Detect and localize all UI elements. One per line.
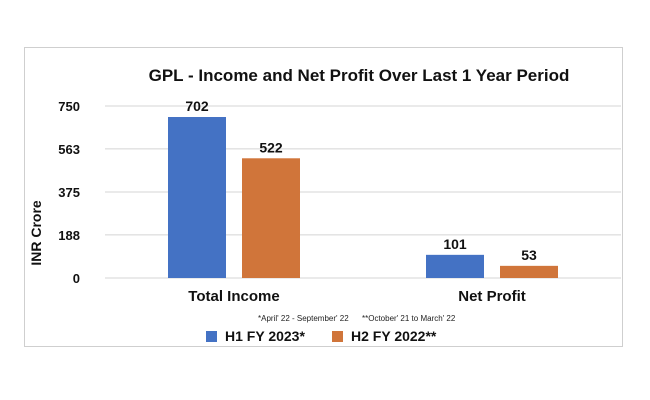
x-category-label: Total Income bbox=[188, 288, 279, 305]
legend-swatch-h2 bbox=[332, 331, 343, 342]
bars: 702 522 101 53 bbox=[168, 98, 558, 279]
legend-label-h2: H2 FY 2022** bbox=[351, 328, 437, 344]
legend-swatch-h1 bbox=[206, 331, 217, 342]
bar bbox=[242, 158, 300, 278]
y-tick-label: 188 bbox=[58, 228, 80, 243]
chart-title: GPL - Income and Net Profit Over Last 1 … bbox=[149, 66, 570, 85]
bar bbox=[426, 254, 484, 278]
x-category-label: Net Profit bbox=[458, 288, 526, 305]
data-label: 522 bbox=[259, 139, 283, 155]
footnote-h1: *April' 22 - September' 22 bbox=[258, 314, 349, 323]
y-axis-label: INR Crore bbox=[28, 200, 44, 266]
data-label: 101 bbox=[443, 236, 467, 252]
chart-frame: GPL - Income and Net Profit Over Last 1 … bbox=[24, 47, 623, 347]
bar bbox=[168, 117, 226, 279]
y-tick-label: 750 bbox=[58, 99, 80, 114]
footnote-h2: **October' 21 to March' 22 bbox=[362, 314, 456, 323]
y-tick-label: 375 bbox=[58, 185, 80, 200]
bar bbox=[500, 265, 558, 278]
legend-label-h1: H1 FY 2023* bbox=[225, 328, 305, 344]
bar-chart: GPL - Income and Net Profit Over Last 1 … bbox=[28, 66, 621, 344]
y-tick-label: 563 bbox=[58, 142, 80, 157]
x-axis-categories: Total Income Net Profit bbox=[188, 288, 525, 305]
y-tick-label: 0 bbox=[73, 271, 80, 286]
data-label: 702 bbox=[185, 98, 209, 114]
legend: H1 FY 2023* H2 FY 2022** bbox=[206, 328, 437, 344]
y-axis-ticks: 0 188 375 563 750 bbox=[58, 99, 80, 286]
data-label: 53 bbox=[521, 247, 537, 263]
